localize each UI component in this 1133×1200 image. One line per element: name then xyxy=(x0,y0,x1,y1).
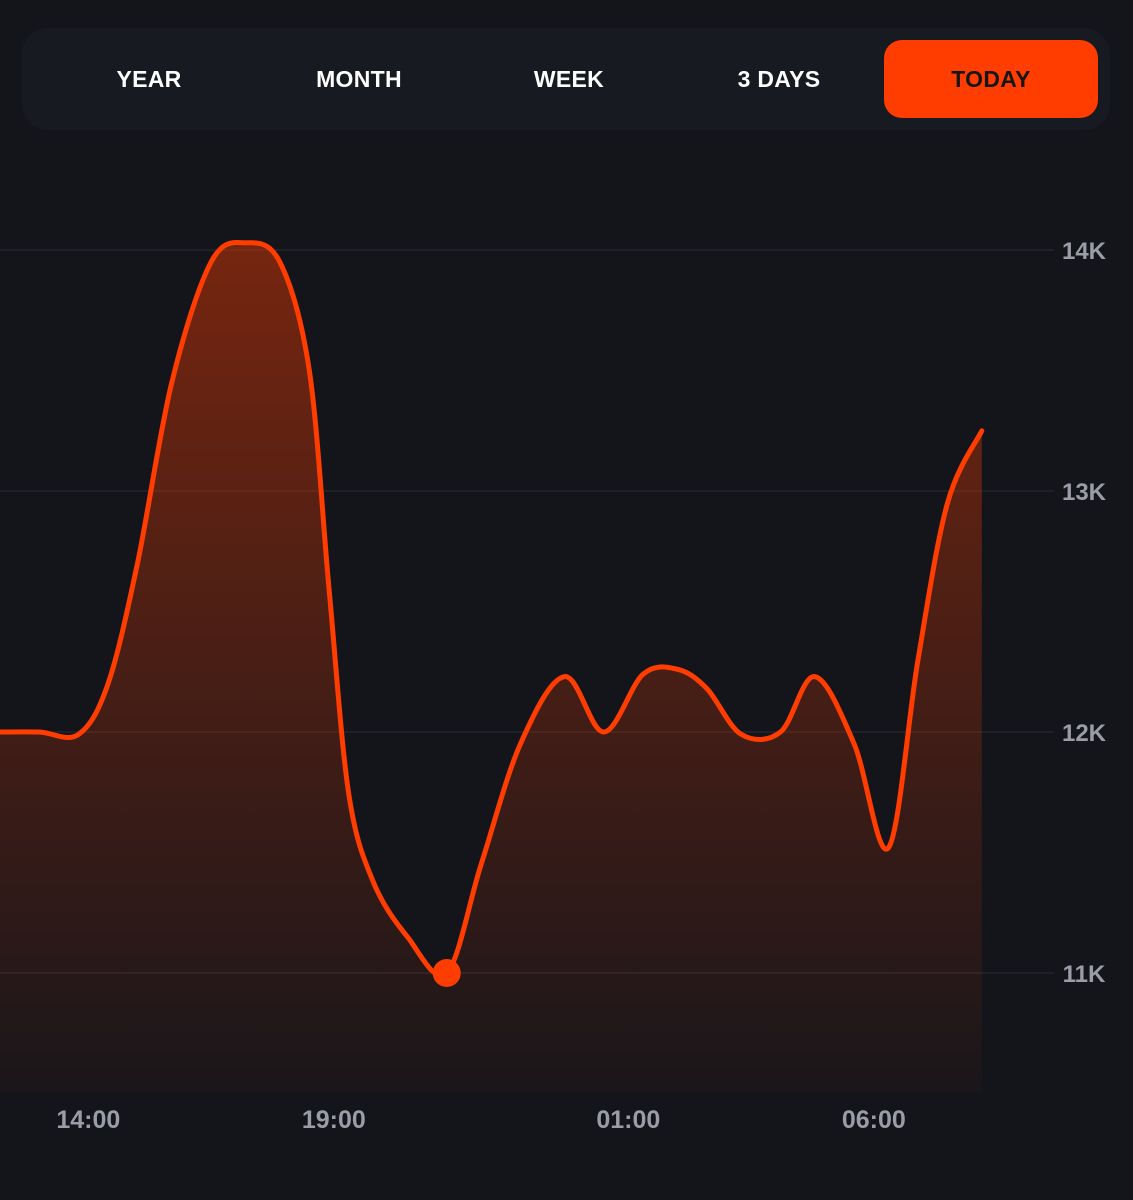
y-tick-label: 12K xyxy=(1062,720,1107,747)
highlight-point xyxy=(432,959,461,987)
x-tick-label: 01:00 xyxy=(596,1106,660,1134)
tab-today[interactable]: TODAY xyxy=(884,40,1098,118)
y-tick-label: 11K xyxy=(1063,961,1106,988)
tab-month[interactable]: MONTH xyxy=(316,65,402,92)
tab-3-days[interactable]: 3 DAYS xyxy=(737,65,821,92)
y-tick-label: 14K xyxy=(1062,238,1107,265)
tab-week[interactable]: WEEK xyxy=(533,65,605,92)
series-line xyxy=(0,240,985,978)
x-tick-label: 06:00 xyxy=(842,1106,906,1134)
x-tick-label: 14:00 xyxy=(56,1106,120,1134)
area-fill xyxy=(0,242,982,1093)
tab-year[interactable]: YEAR xyxy=(116,65,182,92)
y-tick-label: 13K xyxy=(1062,479,1107,506)
x-tick-label: 19:00 xyxy=(302,1106,366,1134)
time-range-tabs: YEAR MONTH WEEK 3 DAYS TODAY xyxy=(22,28,1110,130)
